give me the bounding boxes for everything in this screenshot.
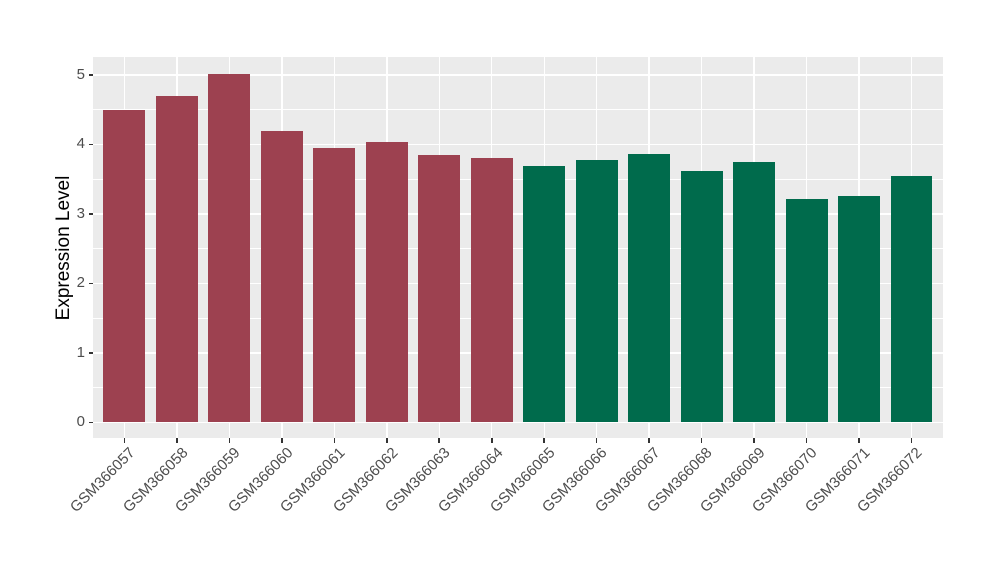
y-tick-mark: [88, 421, 93, 424]
gridline-minor: [93, 109, 943, 110]
y-tick-label: 3: [76, 204, 85, 222]
x-tick-mark: [438, 438, 441, 443]
y-tick-mark: [88, 282, 93, 285]
x-tick-mark: [333, 438, 336, 443]
gridline-major: [93, 143, 943, 146]
gridline-major: [93, 213, 943, 215]
bar-GSM366070: [785, 199, 828, 423]
gridline-major: [93, 74, 943, 76]
bar-GSM366065: [523, 165, 566, 423]
bar-GSM366068: [680, 171, 723, 423]
y-tick-mark: [88, 352, 93, 354]
gridline-major: [93, 421, 943, 424]
bar-GSM366063: [418, 155, 461, 423]
x-tick-mark: [858, 438, 860, 443]
plot-panel: [93, 57, 943, 438]
x-tick-mark: [386, 438, 388, 443]
bar-GSM366057: [103, 110, 146, 423]
x-tick-mark: [281, 438, 283, 443]
x-tick-mark: [910, 438, 913, 443]
gridline-minor: [93, 317, 943, 319]
x-tick-mark: [595, 438, 598, 443]
bar-GSM366069: [733, 161, 776, 423]
y-tick-mark: [88, 74, 93, 76]
gridline-major: [93, 352, 943, 354]
bar-GSM366059: [208, 74, 251, 423]
bar-GSM366067: [628, 154, 671, 423]
bar-GSM366072: [890, 176, 933, 423]
x-tick-mark: [753, 438, 755, 443]
x-tick-mark: [805, 438, 808, 443]
x-tick-mark: [700, 438, 703, 443]
x-tick-mark: [176, 438, 178, 443]
bar-GSM366064: [470, 157, 513, 423]
gridline-minor: [93, 248, 943, 249]
y-tick-mark: [88, 213, 93, 215]
y-tick-label: 2: [76, 274, 85, 292]
x-tick-mark: [648, 438, 650, 443]
gridline-major: [93, 282, 943, 285]
y-tick-label: 0: [76, 413, 85, 431]
gridline-minor: [93, 178, 943, 180]
x-tick-mark: [490, 438, 493, 443]
bar-GSM366071: [838, 196, 881, 423]
bar-GSM366061: [313, 148, 356, 423]
x-tick-mark: [123, 438, 126, 443]
bar-GSM366066: [575, 160, 618, 423]
y-tick-label: 1: [76, 343, 85, 361]
y-tick-label: 4: [76, 135, 85, 153]
bar-GSM366062: [365, 141, 408, 423]
y-tick-label: 5: [76, 65, 85, 83]
x-tick-mark: [228, 438, 231, 443]
gridline-minor: [93, 387, 943, 388]
x-tick-mark: [543, 438, 546, 443]
y-tick-mark: [88, 143, 93, 146]
bar-GSM366058: [155, 96, 198, 423]
bar-GSM366060: [260, 131, 303, 423]
y-axis-title: Expression Level: [53, 175, 74, 320]
